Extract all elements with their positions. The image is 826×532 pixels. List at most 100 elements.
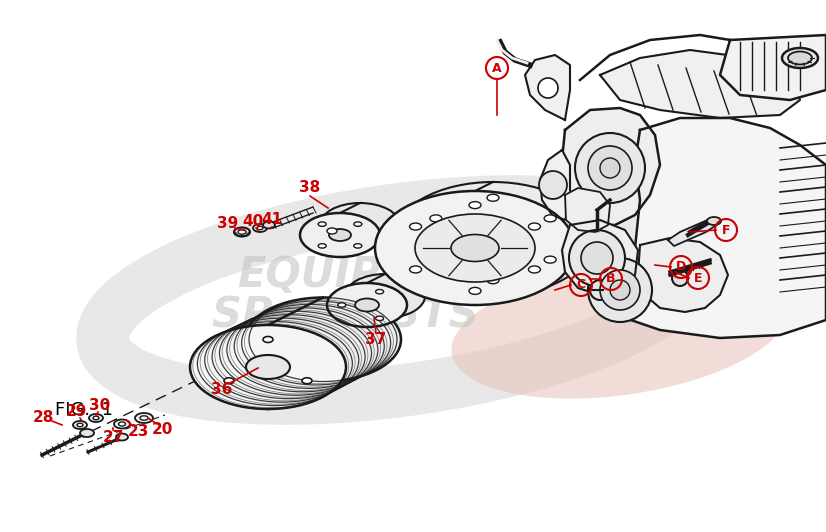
Ellipse shape <box>487 277 499 284</box>
Text: B: B <box>606 272 615 286</box>
Ellipse shape <box>469 202 481 209</box>
Ellipse shape <box>610 280 630 300</box>
Ellipse shape <box>575 133 645 203</box>
Text: 28: 28 <box>32 411 54 426</box>
Ellipse shape <box>590 280 610 300</box>
Ellipse shape <box>410 223 421 230</box>
Text: 20: 20 <box>151 422 173 437</box>
Ellipse shape <box>354 244 362 248</box>
Ellipse shape <box>539 171 567 199</box>
Text: 29: 29 <box>65 404 87 420</box>
Text: 39: 39 <box>217 217 239 231</box>
Ellipse shape <box>529 223 540 230</box>
Ellipse shape <box>245 297 401 381</box>
Polygon shape <box>540 150 570 220</box>
Ellipse shape <box>80 429 94 437</box>
Ellipse shape <box>327 228 337 234</box>
Ellipse shape <box>318 222 326 226</box>
Ellipse shape <box>487 194 499 201</box>
Ellipse shape <box>544 256 556 263</box>
Ellipse shape <box>569 230 625 286</box>
Polygon shape <box>638 238 728 312</box>
Ellipse shape <box>581 242 613 274</box>
Ellipse shape <box>140 416 148 420</box>
Ellipse shape <box>393 182 593 296</box>
Ellipse shape <box>234 228 250 237</box>
Text: C: C <box>577 278 586 292</box>
Text: 37: 37 <box>365 332 387 347</box>
Ellipse shape <box>452 261 789 398</box>
Ellipse shape <box>375 191 575 305</box>
Ellipse shape <box>672 270 688 286</box>
Ellipse shape <box>600 270 640 310</box>
Ellipse shape <box>707 217 721 225</box>
Ellipse shape <box>135 413 153 423</box>
Ellipse shape <box>471 227 515 252</box>
Ellipse shape <box>329 229 351 241</box>
Ellipse shape <box>354 222 362 226</box>
Polygon shape <box>720 35 826 100</box>
Ellipse shape <box>246 355 290 379</box>
Ellipse shape <box>588 258 652 322</box>
Ellipse shape <box>257 226 263 230</box>
Text: 27: 27 <box>102 429 124 445</box>
Ellipse shape <box>415 214 535 282</box>
Ellipse shape <box>469 287 481 294</box>
Polygon shape <box>608 118 826 338</box>
Text: D: D <box>676 261 686 273</box>
Ellipse shape <box>238 230 246 234</box>
Text: 40: 40 <box>242 213 263 229</box>
Polygon shape <box>668 218 718 246</box>
Text: 38: 38 <box>299 180 320 195</box>
Ellipse shape <box>89 414 103 422</box>
Ellipse shape <box>327 283 407 327</box>
Ellipse shape <box>588 146 632 190</box>
Ellipse shape <box>376 289 383 294</box>
Ellipse shape <box>410 266 421 273</box>
Ellipse shape <box>451 235 499 262</box>
Ellipse shape <box>345 274 425 318</box>
Ellipse shape <box>376 316 383 321</box>
Ellipse shape <box>788 52 812 64</box>
Polygon shape <box>600 50 800 118</box>
Ellipse shape <box>544 215 556 222</box>
Text: F: F <box>722 223 730 237</box>
Text: 36: 36 <box>211 383 233 397</box>
Ellipse shape <box>435 206 551 272</box>
Ellipse shape <box>320 203 400 247</box>
Ellipse shape <box>600 158 620 178</box>
Polygon shape <box>565 188 610 232</box>
Ellipse shape <box>77 423 83 427</box>
Ellipse shape <box>318 244 326 248</box>
Text: 30: 30 <box>89 398 111 413</box>
Polygon shape <box>562 220 638 295</box>
Polygon shape <box>525 55 570 120</box>
Ellipse shape <box>302 378 312 384</box>
Text: FIG.  1: FIG. 1 <box>55 401 113 419</box>
Ellipse shape <box>300 213 380 257</box>
Ellipse shape <box>253 224 267 232</box>
Ellipse shape <box>263 221 275 229</box>
Ellipse shape <box>93 417 99 420</box>
Ellipse shape <box>529 266 540 273</box>
Text: EQUIPM: EQUIPM <box>238 254 422 296</box>
Ellipse shape <box>116 434 128 440</box>
Ellipse shape <box>190 325 346 409</box>
Ellipse shape <box>73 421 87 429</box>
Text: A: A <box>492 62 502 74</box>
Ellipse shape <box>263 337 273 343</box>
Ellipse shape <box>782 48 818 68</box>
Ellipse shape <box>355 298 379 312</box>
Text: 23: 23 <box>127 425 149 439</box>
Ellipse shape <box>224 378 234 384</box>
Text: E: E <box>694 271 702 285</box>
Ellipse shape <box>430 215 442 222</box>
Ellipse shape <box>114 420 130 428</box>
Text: SP   ALISTS: SP ALISTS <box>211 294 478 336</box>
Text: 41: 41 <box>262 212 282 228</box>
Ellipse shape <box>538 78 558 98</box>
Ellipse shape <box>338 303 346 307</box>
Ellipse shape <box>430 256 442 263</box>
Polygon shape <box>562 108 660 225</box>
Ellipse shape <box>118 422 126 426</box>
